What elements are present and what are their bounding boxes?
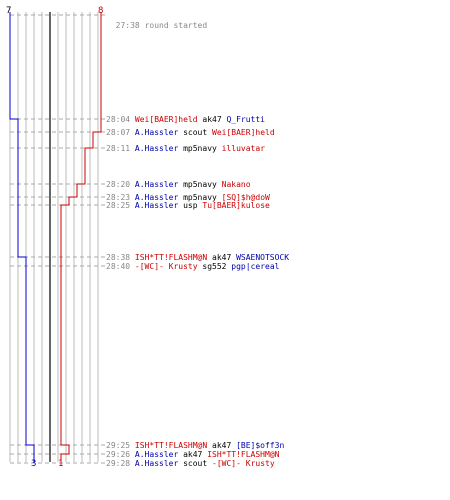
round-start-line: 27:38 round started	[106, 11, 208, 30]
round-start-text: round started	[144, 21, 208, 30]
weapon-name: scout	[183, 459, 208, 468]
event-time: 28:07	[106, 128, 131, 137]
event-time: 29:26	[106, 450, 131, 459]
killer-name: ISH*TT!FLASHM@N	[134, 441, 208, 450]
blue-end-count: 3	[31, 459, 37, 469]
kill-event: 29:25 ISH*TT!FLASHM@N ak47 [BE]$off3n	[106, 441, 284, 451]
red-team-line	[60, 12, 102, 462]
killer-name: A.Hassler	[134, 450, 179, 459]
kill-event: 28:25 A.Hassler usp Tu[BAER]kulose	[106, 201, 270, 211]
event-time: 29:25	[106, 441, 131, 450]
killer-name: A.Hassler	[134, 201, 179, 210]
weapon-name: sg552	[202, 262, 227, 271]
victim-name: pgp|cereal	[231, 262, 280, 271]
red-start-count: 8	[98, 6, 104, 16]
event-time: 27:38	[115, 21, 140, 30]
event-time: 28:23	[106, 193, 131, 202]
weapon-name: usp	[183, 201, 198, 210]
kill-event: 28:20 A.Hassler mp5navy Nakano	[106, 180, 251, 190]
victim-name: [BE]$off3n	[236, 441, 285, 450]
kill-event: 28:07 A.Hassler scout Wei[BAER]held	[106, 128, 275, 138]
weapon-name: mp5navy	[183, 180, 217, 189]
killer-name: A.Hassler	[134, 128, 179, 137]
event-time: 28:38	[106, 253, 131, 262]
alive-players-graph	[9, 12, 106, 464]
event-time: 28:20	[106, 180, 131, 189]
victim-name: illuvatar	[221, 144, 266, 153]
weapon-name: mp5navy	[183, 193, 217, 202]
killer-name: ISH*TT!FLASHM@N	[134, 253, 208, 262]
weapon-name: ak47	[202, 115, 222, 124]
victim-name: [SQ]$h@doW	[221, 193, 270, 202]
kill-event: 28:04 Wei[BAER]held ak47 Q_Frutti	[106, 115, 265, 125]
weapon-name: mp5navy	[183, 144, 217, 153]
kill-event: 28:11 A.Hassler mp5navy illuvatar	[106, 144, 265, 154]
killer-name: A.Hassler	[134, 144, 179, 153]
victim-name: Tu[BAER]kulose	[202, 201, 270, 210]
red-end-count: 1	[58, 459, 64, 469]
event-time: 28:40	[106, 262, 131, 271]
kill-event: 29:28 A.Hassler scout -[WC]- Krusty	[106, 459, 275, 469]
kill-event: 28:38 ISH*TT!FLASHM@N ak47 WSAENOTSOCK	[106, 253, 289, 263]
victim-name: Wei[BAER]held	[212, 128, 275, 137]
event-time: 28:04	[106, 115, 131, 124]
weapon-name: scout	[183, 128, 208, 137]
weapon-name: ak47	[212, 441, 232, 450]
kill-event: 28:23 A.Hassler mp5navy [SQ]$h@doW	[106, 193, 270, 203]
killer-name: A.Hassler	[134, 180, 179, 189]
victim-name: Nakano	[221, 180, 251, 189]
weapon-name: ak47	[183, 450, 203, 459]
victim-name: WSAENOTSOCK	[236, 253, 290, 262]
victim-name: -[WC]- Krusty	[212, 459, 275, 468]
victim-name: Q_Frutti	[226, 115, 265, 124]
killer-name: -[WC]- Krusty	[134, 262, 198, 271]
blue-team-line	[9, 12, 35, 462]
event-time: 28:25	[106, 201, 131, 210]
killer-name: A.Hassler	[134, 193, 179, 202]
event-time: 28:11	[106, 144, 131, 153]
kill-event: 29:26 A.Hassler ak47 ISH*TT!FLASHM@N	[106, 450, 279, 460]
killer-name: Wei[BAER]held	[134, 115, 198, 124]
kill-event: 28:40 -[WC]- Krusty sg552 pgp|cereal	[106, 262, 279, 272]
weapon-name: ak47	[212, 253, 232, 262]
killer-name: A.Hassler	[134, 459, 179, 468]
victim-name: ISH*TT!FLASHM@N	[207, 450, 280, 459]
blue-start-count: 7	[6, 6, 12, 16]
event-time: 29:28	[106, 459, 131, 468]
